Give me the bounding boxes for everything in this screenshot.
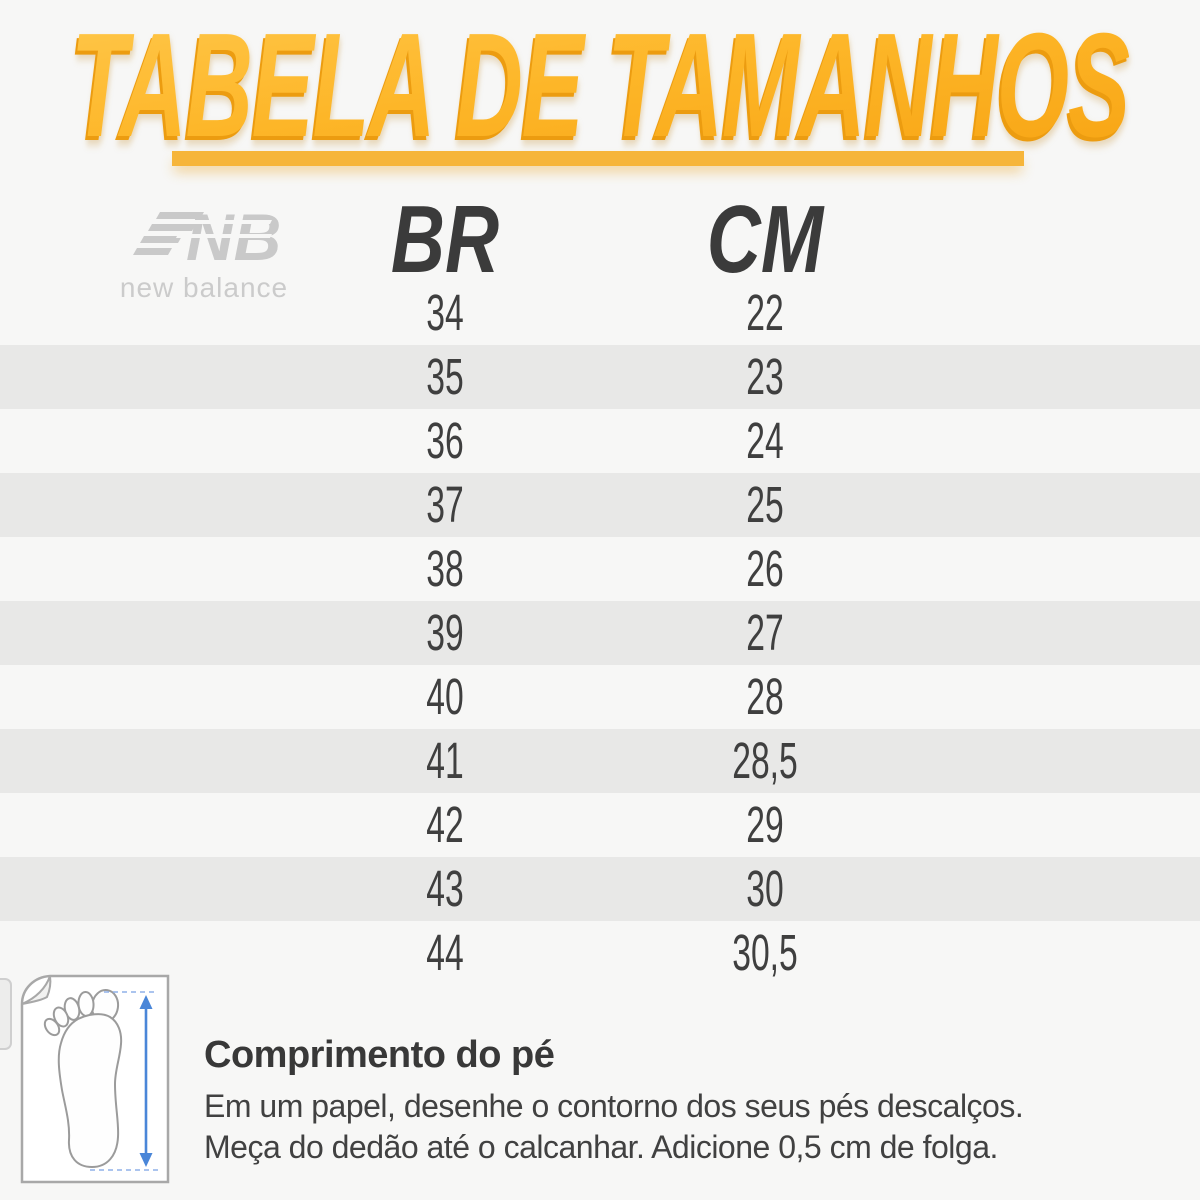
table-row: 36 24: [0, 409, 1200, 473]
foot-measure-illustration: [20, 974, 170, 1184]
cm-size-cell: 28,5: [732, 732, 798, 789]
table-row: 40 28: [0, 665, 1200, 729]
brand-wordmark: new balance: [120, 272, 288, 303]
measure-arrow-icon: [90, 991, 158, 1171]
title-underline: [172, 151, 1024, 166]
cm-size-cell: 23: [746, 348, 784, 405]
foot-outline-icon: [43, 989, 123, 1169]
br-size-cell: 34: [426, 284, 464, 341]
edge-decoration: [0, 978, 12, 1050]
table-row: 34 22: [0, 281, 1200, 345]
instructions-line-2: Meça do dedão até o calcanhar. Adicione …: [204, 1129, 998, 1165]
br-size-cell: 39: [426, 604, 464, 661]
column-header-br: BR: [390, 186, 500, 293]
table-row: 43 30: [0, 857, 1200, 921]
br-size-cell: 41: [426, 732, 464, 789]
cm-size-cell: 27: [746, 604, 784, 661]
table-row: 39 27: [0, 601, 1200, 665]
column-header-cm: CM: [706, 186, 824, 293]
table-row: 42 29: [0, 793, 1200, 857]
table-row: 35 23: [0, 345, 1200, 409]
br-size-cell: 37: [426, 476, 464, 533]
cm-size-cell: 25: [746, 476, 784, 533]
cm-size-cell: 30,5: [732, 924, 798, 981]
instructions-line-1: Em um papel, desenhe o contorno dos seus…: [204, 1088, 1024, 1124]
instructions-text: Em um papel, desenhe o contorno dos seus…: [204, 1086, 1024, 1168]
cm-size-cell: 29: [746, 796, 784, 853]
br-size-cell: 35: [426, 348, 464, 405]
logo-cut-stripes-icon: [176, 220, 272, 238]
br-size-cell: 36: [426, 412, 464, 469]
table-row: 41 28,5: [0, 729, 1200, 793]
page-title: TABELA DE TAMANHOS: [0, 3, 1200, 168]
table-row: 38 26: [0, 537, 1200, 601]
new-balance-logo-icon: NB new balance: [120, 200, 288, 303]
table-row: 44 30,5: [0, 921, 1200, 985]
br-size-cell: 40: [426, 668, 464, 725]
br-size-cell: 44: [426, 924, 464, 981]
cm-size-cell: 22: [746, 284, 784, 341]
cm-size-cell: 28: [746, 668, 784, 725]
br-size-cell: 38: [426, 540, 464, 597]
cm-size-cell: 30: [746, 860, 784, 917]
size-table: 34 22 35 23 36 24 37 25 38 26 39 27 40 2…: [0, 281, 1200, 985]
foot-length-heading: Comprimento do pé: [204, 1034, 555, 1076]
br-size-cell: 43: [426, 860, 464, 917]
cm-size-cell: 26: [746, 540, 784, 597]
cm-size-cell: 24: [746, 412, 784, 469]
logo-speed-stripes-icon: [133, 212, 204, 255]
table-row: 37 25: [0, 473, 1200, 537]
br-size-cell: 42: [426, 796, 464, 853]
page-title-text: TABELA DE TAMANHOS: [71, 1, 1130, 171]
